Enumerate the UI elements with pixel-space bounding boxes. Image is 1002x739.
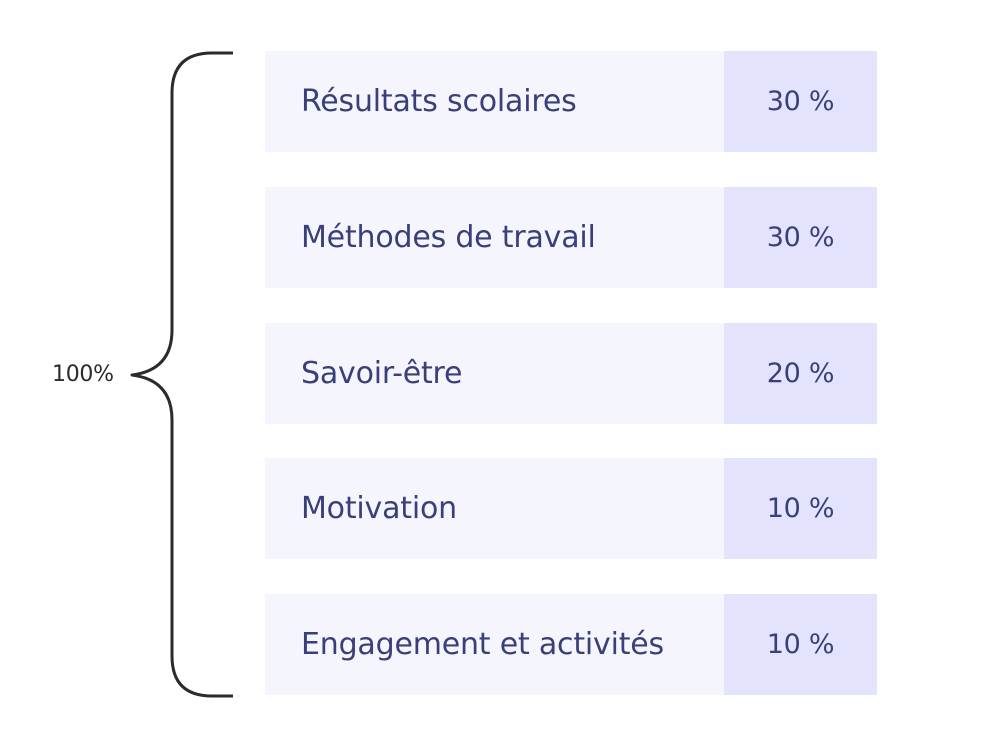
criterion-row-methods: Méthodes de travail 30 % — [265, 187, 877, 288]
criterion-label: Engagement et activités — [265, 594, 724, 695]
criterion-label: Méthodes de travail — [265, 187, 724, 288]
total-label: 100% — [52, 362, 114, 387]
criterion-weight: 30 % — [724, 187, 877, 288]
criterion-weight: 20 % — [724, 323, 877, 424]
criterion-label: Motivation — [265, 458, 724, 559]
criterion-row-results: Résultats scolaires 30 % — [265, 51, 877, 152]
criterion-label: Savoir-être — [265, 323, 724, 424]
criterion-weight: 10 % — [724, 458, 877, 559]
criterion-weight: 30 % — [724, 51, 877, 152]
criterion-row-motivation: Motivation 10 % — [265, 458, 877, 559]
criterion-weight: 10 % — [724, 594, 877, 695]
criterion-row-soft-skills: Savoir-être 20 % — [265, 323, 877, 424]
criterion-row-engagement: Engagement et activités 10 % — [265, 594, 877, 695]
criterion-label: Résultats scolaires — [265, 51, 724, 152]
